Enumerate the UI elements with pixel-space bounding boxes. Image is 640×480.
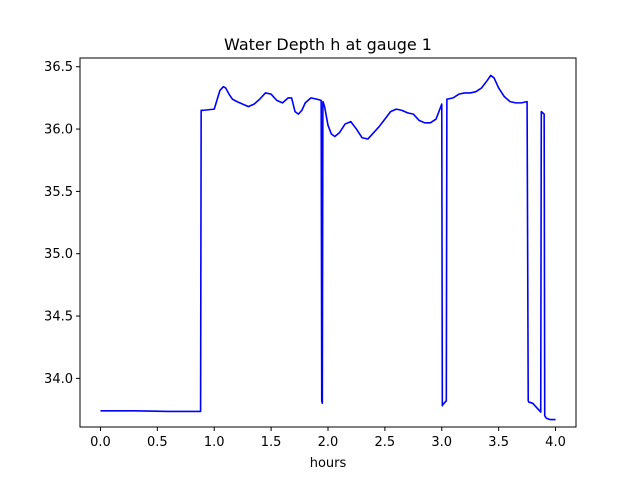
x-tick-label: 4.0: [545, 435, 566, 450]
y-tick-label: 34.0: [44, 372, 73, 387]
y-tick-label: 35.5: [44, 185, 73, 200]
x-tick-label: 0.5: [147, 435, 168, 450]
x-tick-label: 3.0: [431, 435, 452, 450]
x-tick-label: 2.5: [375, 435, 396, 450]
x-tick-label: 1.0: [204, 435, 225, 450]
y-tick-label: 34.5: [44, 310, 73, 325]
y-tick-label: 36.0: [44, 123, 73, 138]
x-tick-label: 0.0: [90, 435, 111, 450]
x-axis-label: hours: [310, 456, 347, 471]
x-tick-label: 1.5: [261, 435, 282, 450]
y-tick-label: 35.0: [44, 247, 73, 262]
y-axis-ticks: 34.0 34.5 35.0 35.5 36.0 36.5: [44, 60, 80, 387]
plot-frame: [79, 57, 577, 428]
series-layer: [100, 74, 556, 421]
chart-title: Water Depth h at gauge 1: [224, 35, 432, 54]
water-depth-series-line: [100, 74, 556, 421]
x-tick-label: 3.5: [488, 435, 509, 450]
x-tick-label: 2.0: [318, 435, 339, 450]
y-tick-label: 36.5: [44, 60, 73, 75]
x-axis-ticks: 0.0 0.5 1.0 1.5 2.0 2.5 3.0 3.5 4.0: [90, 427, 566, 450]
